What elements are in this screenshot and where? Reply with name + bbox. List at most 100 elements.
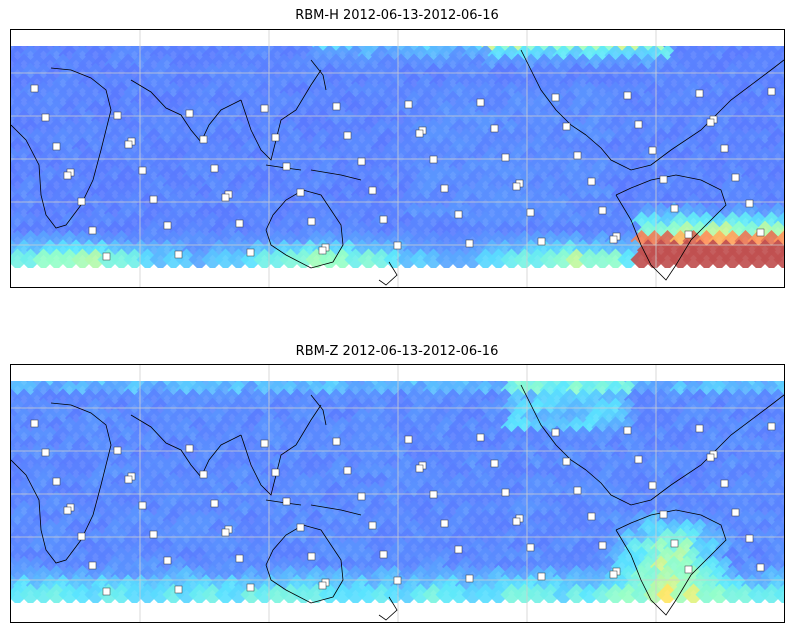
rbm-z-field-cell (617, 527, 640, 550)
rbm-h-field-cell (116, 183, 140, 206)
rbm-z-field-cell (649, 407, 673, 430)
rbm-z-field-cell (708, 583, 731, 606)
rbm-z-field-cell (578, 546, 601, 569)
rbm-h-field-cell (51, 90, 75, 113)
rbm-h-field-cell (77, 90, 101, 113)
rbm-h-field-cell (51, 109, 75, 132)
rbm-h-field-cell (539, 137, 562, 160)
rbm-z-field-cell (363, 407, 387, 430)
rbm-z-field-cell (623, 555, 647, 578)
rbm-h-field-cell (701, 146, 725, 169)
rbm-h-field-cell (357, 137, 380, 160)
rbm-z-field-cell (669, 379, 692, 402)
rbm-h-field-cell (714, 72, 738, 95)
rbm-z-field-cell (682, 527, 705, 550)
rbm-h-field-cell (760, 229, 783, 253)
rbm-h-station-marker (235, 219, 244, 228)
rbm-z-field-cell (402, 518, 426, 541)
rbm-h-field-cell (662, 109, 686, 132)
rbm-h-field-cell (565, 174, 588, 197)
rbm-h-field-cell (682, 81, 705, 104)
rbm-h-station-marker (429, 155, 438, 164)
rbm-h-field-cell (552, 99, 575, 123)
rbm-z-field-cell (519, 444, 543, 467)
rbm-z-field-cell (753, 388, 777, 411)
rbm-h-field-cell (727, 72, 751, 95)
rbm-h-field-cell (467, 220, 491, 243)
rbm-h-field-cell (695, 174, 718, 197)
rbm-h-field-cell (376, 220, 400, 243)
rbm-h-field-cell (513, 155, 536, 178)
rbm-h-field-cell (545, 239, 569, 262)
rbm-z-field-cell (714, 444, 738, 467)
rbm-z-station-marker (124, 475, 133, 484)
rbm-z-station-marker (332, 437, 341, 446)
rbm-h-field-cell (578, 62, 601, 85)
rbm-z-field-cell (116, 518, 140, 541)
rbm-z-field-cell (493, 537, 517, 560)
rbm-h-field-cell (64, 220, 88, 243)
rbm-z-field-cell (714, 425, 738, 448)
rbm-z-field-cell (688, 555, 712, 578)
rbm-z-station-marker (490, 459, 499, 468)
rbm-h-field-cell (636, 146, 660, 169)
rbm-z-field-cell (344, 527, 367, 550)
rbm-z-station-marker (296, 523, 305, 532)
rbm-h-station-marker (731, 173, 740, 182)
rbm-h-field-cell (630, 118, 653, 141)
rbm-z-field-cell (558, 388, 582, 411)
rbm-h-field-cell (532, 202, 556, 225)
rbm-h-field-cell (71, 211, 94, 234)
rbm-h-field-cell (747, 137, 770, 160)
rbm-z-field-cell (565, 472, 588, 495)
rbm-z-field-cell (747, 564, 770, 588)
rbm-z-field-cell (617, 434, 640, 458)
rbm-h-field-cell (97, 155, 120, 178)
rbm-z-field-cell (552, 583, 575, 606)
rbm-z-field-cell (591, 472, 614, 495)
rbm-h-field-cell (597, 220, 621, 243)
rbm-z-field-cell (396, 490, 419, 513)
rbm-z-field-cell (474, 527, 497, 550)
rbm-z-station-marker (551, 428, 560, 437)
rbm-h-station-marker (512, 182, 521, 191)
rbm-z-field-cell (545, 537, 569, 560)
rbm-h-field-cell (656, 192, 679, 215)
rbm-z-field-cell (760, 490, 783, 513)
rbm-h-field-cell (571, 53, 595, 76)
rbm-h-field-cell (734, 44, 757, 67)
rbm-z-field-cell (90, 537, 114, 560)
rbm-z-field-cell (155, 407, 179, 430)
rbm-h-field-cell (604, 62, 627, 85)
rbm-z-field-cell (103, 537, 127, 560)
rbm-h-field-cell (545, 127, 569, 150)
rbm-h-field-cell (662, 146, 686, 169)
rbm-z-station-marker (745, 534, 754, 543)
rbm-h-field-cell (643, 192, 666, 215)
rbm-h-field-cell (435, 211, 458, 234)
rbm-z-field-cell (487, 472, 510, 495)
rbm-z-field-cell (25, 518, 49, 541)
rbm-h-field-cell (77, 183, 101, 206)
rbm-z-field-cell (51, 555, 75, 578)
rbm-h-field-cell (565, 81, 588, 104)
rbm-z-field-cell (526, 434, 549, 458)
rbm-h-field-cell (298, 90, 322, 113)
rbm-z-field-cell (266, 583, 289, 606)
rbm-z-field-cell (435, 583, 458, 606)
rbm-h-field-cell (591, 248, 614, 271)
rbm-z-field-cell (753, 444, 777, 467)
rbm-z-field-cell (64, 555, 88, 578)
rbm-z-field-cell (532, 555, 556, 578)
rbm-h-field-cell (610, 202, 634, 225)
rbm-h-field-cell (649, 90, 673, 113)
rbm-z-field-cell (552, 546, 575, 569)
rbm-h-field-cell (103, 183, 127, 206)
rbm-z-field-cell (71, 583, 94, 606)
rbm-h-field-cell (630, 211, 653, 234)
rbm-h-field-cell (84, 211, 107, 234)
rbm-z-field-cell (727, 444, 751, 467)
rbm-h-field-cell (734, 118, 757, 141)
rbm-h-field-cell (578, 211, 601, 234)
rbm-h-field-cell (565, 229, 588, 253)
